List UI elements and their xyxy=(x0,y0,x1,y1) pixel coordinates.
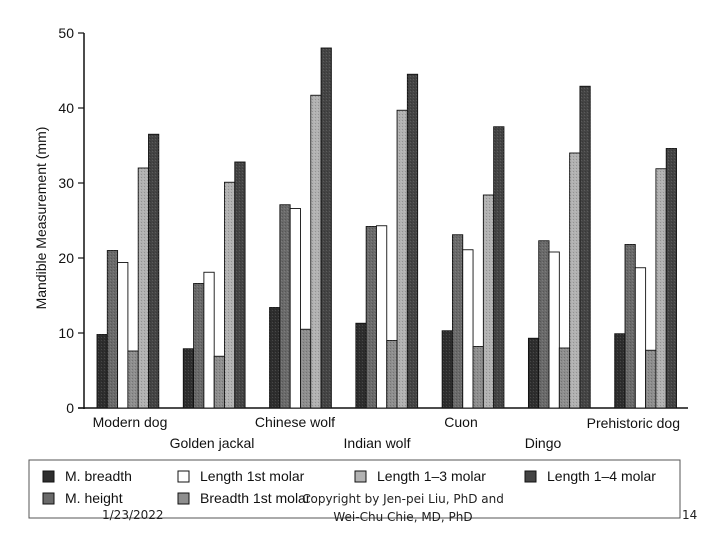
bar-group-golden-jackal xyxy=(182,161,246,409)
footer-date: 1/23/2022 xyxy=(102,508,164,522)
bar-texture xyxy=(386,340,398,408)
bar-group-chinese-wolf xyxy=(269,47,332,409)
bar-texture xyxy=(452,234,463,408)
bar-group-indian-wolf xyxy=(355,73,419,409)
bar-texture xyxy=(625,244,636,408)
y-tick-label: 20 xyxy=(58,250,74,266)
legend-swatch-m-breadth xyxy=(42,470,55,483)
bar-texture xyxy=(538,240,550,408)
copyright-line-1: Copyright by Jen-pei Liu, PhD and xyxy=(302,492,504,506)
bar-texture xyxy=(407,74,418,408)
category-label-dingo: Dingo xyxy=(525,435,562,451)
bar-texture xyxy=(183,348,194,408)
legend: M. breadth Length 1st molar Length 1–3 mol… xyxy=(28,459,681,519)
bar-texture xyxy=(473,346,484,408)
bar-length-1st-molar-indian-wolf xyxy=(376,225,388,409)
category-label-golden-jackal: Golden jackal xyxy=(170,435,255,451)
bar-texture xyxy=(234,162,246,408)
bar-texture xyxy=(279,204,291,408)
bar-length-1st-molar-prehistoric-dog xyxy=(634,267,647,409)
legend-swatch-length-1-3-molar xyxy=(354,470,367,483)
legend-box xyxy=(28,459,681,519)
bar-texture xyxy=(569,153,580,408)
copyright-line-2: Wei-Chu Chie, MD, PhD xyxy=(333,510,473,524)
category-label-chinese-wolf: Chinese wolf xyxy=(255,414,335,430)
legend-swatch-length-1-4-molar xyxy=(524,470,537,483)
y-tick-label: 50 xyxy=(58,25,74,41)
y-tick-label: 40 xyxy=(58,100,74,116)
legend-label-m-breadth: M. breadth xyxy=(65,468,132,484)
bars-group xyxy=(96,47,677,409)
bar-group-dingo xyxy=(527,85,591,409)
legend-label-length-1-4-molar: Length 1–4 molar xyxy=(547,468,656,484)
y-axis-label: Mandible Measurement (mm) xyxy=(33,127,49,310)
bar-length-1st-molar-chinese-wolf xyxy=(289,208,301,409)
bar-texture xyxy=(224,182,235,408)
bar-texture xyxy=(269,307,280,408)
bar-texture xyxy=(107,250,118,408)
bar-length-1st-molar-golden-jackal xyxy=(203,271,215,409)
legend-label-length-1-3-molar: Length 1–3 molar xyxy=(377,468,486,484)
bar-texture xyxy=(645,350,656,408)
bar-texture xyxy=(483,195,494,408)
legend-swatch-m-height xyxy=(42,492,55,505)
bar-texture xyxy=(300,329,311,408)
category-label-indian-wolf: Indian wolf xyxy=(344,435,411,451)
category-label-modern-dog: Modern dog xyxy=(93,414,168,430)
y-tick-label: 0 xyxy=(66,400,74,416)
bar-texture xyxy=(148,134,159,408)
bar-group-modern-dog xyxy=(96,133,160,409)
bar-texture xyxy=(138,168,149,408)
bar-texture xyxy=(614,333,626,408)
bar-texture xyxy=(97,334,108,408)
bar-texture xyxy=(127,351,139,408)
bar-texture xyxy=(366,226,377,408)
page-number: 14 xyxy=(682,508,698,522)
category-label-cuon: Cuon xyxy=(444,414,477,430)
bar-texture xyxy=(310,95,322,408)
legend-swatch-breadth-1st-molar xyxy=(177,492,190,505)
legend-label-m-height: M. height xyxy=(65,490,123,506)
bar-texture xyxy=(193,283,204,408)
legend-label-length-1st-molar: Length 1st molar xyxy=(200,468,305,484)
bar-length-1st-molar-modern-dog xyxy=(117,262,129,409)
bar-texture xyxy=(355,323,367,408)
legend-label-breadth-1st-molar: Breadth 1st molar xyxy=(200,490,311,506)
bar-texture xyxy=(528,338,539,408)
bar-length-1st-molar-cuon xyxy=(462,249,474,409)
legend-swatch-length-1st-molar xyxy=(177,470,190,483)
bar-texture xyxy=(397,110,408,408)
bar-texture xyxy=(579,86,591,408)
y-tick-label: 10 xyxy=(58,325,74,341)
bar-texture xyxy=(214,356,225,408)
bar-texture xyxy=(655,168,667,408)
bar-texture xyxy=(559,348,570,408)
category-label-prehistoric-dog: Prehistoric dog xyxy=(587,415,680,431)
y-axis: 0 10 20 30 40 50 xyxy=(58,25,84,416)
bar-group-cuon xyxy=(441,126,505,409)
bar-group-prehistoric-dog xyxy=(614,148,677,409)
y-tick-label: 30 xyxy=(58,175,74,191)
bar-texture xyxy=(493,126,504,408)
bar-texture xyxy=(321,48,332,408)
bar-length-1st-molar-dingo xyxy=(548,251,560,409)
bar-texture xyxy=(442,330,453,408)
bar-texture xyxy=(666,148,677,408)
footer-copyright: Copyright by Jen-pei Liu, PhD and Wei-Ch… xyxy=(296,490,510,526)
